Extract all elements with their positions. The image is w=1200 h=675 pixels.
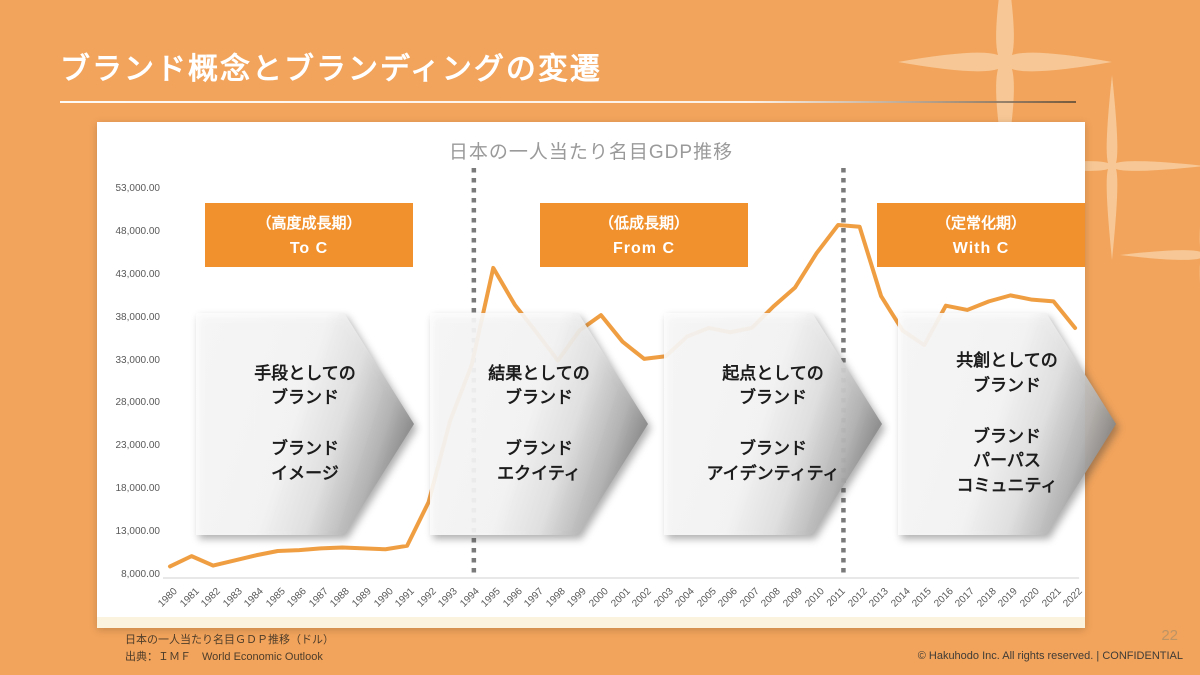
y-axis-tick-label: 33,000.00 — [115, 354, 161, 366]
y-axis-tick-label: 38,000.00 — [115, 311, 161, 323]
y-axis-tick-label: 28,000.00 — [115, 397, 161, 409]
chart-title: 日本の一人当たり名目GDP推移 — [448, 142, 734, 163]
era-period: （低成長期） — [598, 215, 689, 232]
stage-role: 共創としての ブランド — [956, 351, 1058, 396]
stage-arrow-2: 結果としての ブランド ブランド エクイティ — [430, 313, 648, 535]
era-box-to-c: （高度成長期） To C — [205, 203, 413, 267]
era-label: With C — [952, 240, 1010, 257]
era-period: （定常化期） — [935, 215, 1026, 232]
era-label: To C — [289, 240, 329, 257]
y-axis-tick-label: 43,000.00 — [115, 268, 161, 280]
stage-role: 起点としての ブランド — [722, 363, 824, 408]
stage-concept: ブランド パーパス コミュニティ — [956, 426, 1058, 495]
card-bottom-tint — [97, 617, 1085, 628]
stage-arrow-4: 共創としての ブランド ブランド パーパス コミュニティ — [898, 313, 1116, 535]
copyright-notice: © Hakuhodo Inc. All rights reserved. | C… — [917, 650, 1183, 662]
stage-arrow-3: 起点としての ブランド ブランド アイデンティティ — [664, 313, 882, 535]
stage-arrow-1: 手段としての ブランド ブランド イメージ — [196, 313, 414, 535]
stage-concept: ブランド エクイティ — [497, 439, 581, 483]
stage-role: 手段としての ブランド — [254, 363, 356, 408]
sparkle-icon — [1020, 75, 1200, 260]
era-label: From C — [613, 240, 675, 257]
title-underline — [60, 101, 1076, 103]
source-note: 日本の一人当たり名目ＧＤＰ推移（ドル） 出典：ＩＭＦ World Economi… — [125, 634, 334, 663]
stage-role: 結果としての ブランド — [488, 363, 590, 408]
y-axis-tick-label: 53,000.00 — [115, 183, 161, 194]
y-axis-tick-label: 8,000.00 — [121, 569, 160, 580]
arrow-shape: 共創としての ブランド ブランド パーパス コミュニティ — [898, 313, 1116, 535]
page-title: ブランド概念とブランディングの変遷 — [60, 53, 602, 86]
arrow-shape: 手段としての ブランド ブランド イメージ — [196, 313, 414, 535]
arrow-shape: 結果としての ブランド ブランド エクイティ — [430, 313, 648, 535]
stage-concept: ブランド イメージ — [271, 439, 339, 483]
y-axis-tick-label: 48,000.00 — [115, 225, 161, 237]
y-axis-tick-label: 18,000.00 — [115, 483, 161, 495]
stage-concept: ブランド アイデンティティ — [706, 439, 840, 483]
page-number: 22 — [1161, 627, 1178, 644]
sparkle-icon — [898, 0, 1112, 170]
arrow-shape: 起点としての ブランド ブランド アイデンティティ — [664, 313, 882, 535]
y-axis-tick-label: 23,000.00 — [115, 440, 161, 452]
y-axis-tick-label: 13,000.00 — [115, 526, 161, 538]
era-period: （高度成長期） — [256, 215, 362, 232]
sparkle-icon — [1120, 227, 1200, 283]
era-box-with-c: （定常化期） With C — [877, 203, 1085, 267]
era-box-from-c: （低成長期） From C — [540, 203, 748, 267]
